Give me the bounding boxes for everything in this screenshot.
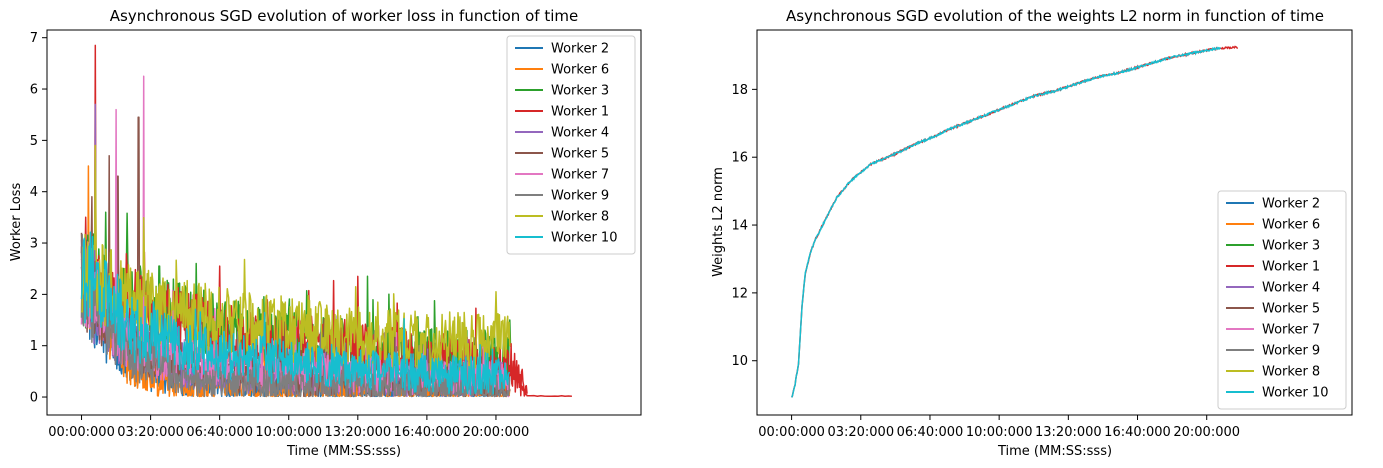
- y-axis-ticks: 0 1 2 3 4 5 6 7: [30, 31, 47, 406]
- x-tick-label: 03:20:000: [117, 425, 184, 440]
- legend-entry: Worker 7: [1262, 323, 1320, 338]
- y-tick-label: 7: [30, 31, 38, 46]
- series-line-worker-9: [80, 233, 511, 398]
- y-tick-label: 0: [30, 391, 38, 406]
- y-axis-ticks: 10 12 14 16 18: [731, 83, 757, 369]
- series-line-worker-1: [790, 45, 1238, 398]
- x-tick-label: 00:00:000: [48, 425, 115, 440]
- x-tick-label: 13:20:000: [324, 425, 391, 440]
- legend: Worker 2 Worker 6 Worker 3 Worker 1 Worker 4…: [1217, 190, 1347, 410]
- x-tick-label: 00:00:000: [758, 425, 825, 440]
- legend-entry: Worker 10: [1262, 386, 1328, 401]
- legend-entry: Worker 6: [1262, 218, 1320, 233]
- y-tick-label: 3: [30, 237, 38, 252]
- worker-loss-chart: Asynchronous SGD evolution of worker los…: [9, 7, 642, 459]
- legend-entry: Worker 8: [551, 210, 609, 225]
- x-tick-label: 03:20:000: [827, 425, 894, 440]
- weights-l2-norm-chart: Asynchronous SGD evolution of the weight…: [711, 7, 1353, 459]
- series-line-worker-10: [80, 231, 511, 396]
- legend-entry: Worker 2: [1262, 197, 1320, 212]
- x-tick-label: 16:40:000: [394, 425, 461, 440]
- legend-entry: Worker 4: [1262, 281, 1320, 296]
- x-axis-ticks: 00:00:000 03:20:000 06:40:000 10:00:000 13:2…: [48, 415, 529, 440]
- legend-entry: Worker 3: [551, 84, 609, 99]
- chart-title: Asynchronous SGD evolution of worker los…: [110, 7, 578, 25]
- y-tick-label: 12: [731, 286, 748, 301]
- x-tick-label: 10:00:000: [255, 425, 322, 440]
- y-tick-label: 4: [30, 185, 38, 200]
- legend-entry: Worker 5: [551, 147, 609, 162]
- legend-entry: Worker 4: [551, 126, 609, 141]
- y-tick-label: 18: [731, 83, 748, 98]
- series-line-worker-8: [80, 144, 511, 372]
- axes-frame: [46, 29, 642, 416]
- legend-entry: Worker 3: [1262, 239, 1320, 254]
- legend: Worker 2 Worker 6 Worker 3 Worker 1 Worker 4…: [506, 35, 636, 255]
- x-axis-label: Time (MM:SS:sss): [286, 444, 401, 459]
- legend-entry: Worker 9: [1262, 344, 1320, 359]
- x-tick-label: 20:00:000: [1173, 425, 1240, 440]
- y-tick-label: 14: [731, 219, 748, 234]
- legend-entry: Worker 6: [551, 63, 609, 78]
- x-axis-label: Time (MM:SS:sss): [997, 444, 1112, 459]
- y-tick-label: 5: [30, 134, 38, 149]
- legend-entry: Worker 2: [551, 42, 609, 57]
- y-tick-label: 2: [30, 288, 38, 303]
- axes-frame: [756, 29, 1353, 416]
- x-tick-label: 10:00:000: [966, 425, 1033, 440]
- legend-entry: Worker 8: [1262, 365, 1320, 380]
- series-line-worker-10: [790, 46, 1222, 398]
- y-axis-label: Weights L2 norm: [711, 167, 726, 277]
- y-tick-label: 1: [30, 339, 38, 354]
- x-tick-label: 20:00:000: [463, 425, 530, 440]
- y-tick-label: 16: [731, 151, 748, 166]
- legend-entry: Worker 1: [1262, 260, 1320, 275]
- y-axis-label: Worker Loss: [9, 183, 24, 262]
- legend-entry: Worker 10: [551, 231, 617, 246]
- plot-area: [80, 44, 572, 398]
- legend-entry: Worker 1: [551, 105, 609, 120]
- x-tick-label: 16:40:000: [1104, 425, 1171, 440]
- x-tick-label: 06:40:000: [897, 425, 964, 440]
- legend-entry: Worker 5: [1262, 302, 1320, 317]
- x-tick-label: 13:20:000: [1035, 425, 1102, 440]
- x-axis-ticks: 00:00:000 03:20:000 06:40:000 10:00:000 13:2…: [758, 415, 1240, 440]
- x-tick-label: 06:40:000: [186, 425, 253, 440]
- plot-area: [790, 45, 1238, 398]
- y-tick-label: 10: [731, 354, 748, 369]
- legend-entry: Worker 7: [551, 168, 609, 183]
- chart-title: Asynchronous SGD evolution of the weight…: [786, 7, 1324, 25]
- legend-entry: Worker 9: [551, 189, 609, 204]
- y-tick-label: 6: [30, 83, 38, 98]
